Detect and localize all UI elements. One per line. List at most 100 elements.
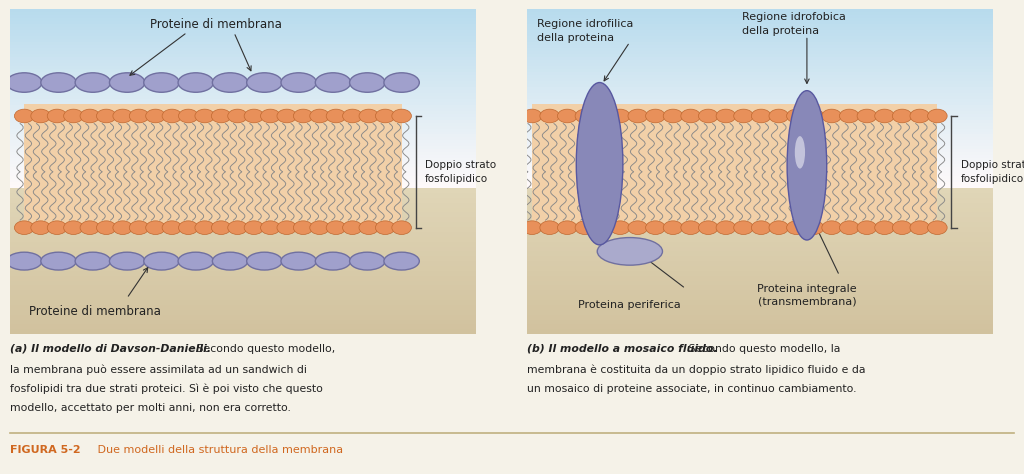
Circle shape (628, 221, 647, 235)
Ellipse shape (247, 73, 282, 92)
Bar (10, 152, 476, 155)
Bar (527, 291, 993, 295)
Bar (10, 261, 476, 266)
Circle shape (244, 221, 264, 235)
Ellipse shape (281, 252, 316, 270)
Bar (527, 126, 993, 128)
Circle shape (910, 221, 930, 235)
Circle shape (734, 109, 754, 123)
Bar (10, 149, 476, 152)
Text: fosfolipidi tra due strati proteici. Sì è poi visto che questo: fosfolipidi tra due strati proteici. Sì … (10, 384, 324, 394)
Bar (527, 99, 993, 102)
Bar (10, 276, 476, 281)
Circle shape (874, 109, 894, 123)
Circle shape (260, 109, 281, 123)
Bar (10, 291, 476, 295)
Bar (10, 295, 476, 300)
Bar (10, 81, 476, 84)
Bar (527, 108, 993, 110)
Circle shape (557, 221, 578, 235)
Circle shape (63, 221, 83, 235)
Bar (527, 149, 993, 152)
Bar (10, 21, 476, 24)
Text: membrana è costituita da un doppio strato lipidico fluido e da: membrana è costituita da un doppio strat… (527, 365, 866, 375)
Bar (527, 54, 993, 57)
Ellipse shape (281, 73, 316, 92)
Circle shape (145, 221, 165, 235)
Bar (10, 329, 476, 334)
Circle shape (664, 109, 683, 123)
Circle shape (822, 109, 842, 123)
Bar (10, 319, 476, 324)
Bar (527, 110, 993, 114)
Circle shape (593, 221, 612, 235)
Circle shape (698, 109, 718, 123)
Bar (10, 105, 476, 108)
Ellipse shape (212, 73, 248, 92)
Bar (10, 96, 476, 99)
Circle shape (327, 221, 346, 235)
Bar (527, 131, 993, 135)
Bar (527, 276, 993, 281)
Circle shape (716, 109, 735, 123)
Ellipse shape (384, 73, 419, 92)
Text: Doppio strato
fosfolipidico: Doppio strato fosfolipidico (961, 160, 1024, 184)
Bar (10, 108, 476, 110)
Ellipse shape (577, 82, 623, 245)
Circle shape (227, 221, 248, 235)
Bar (527, 261, 993, 266)
Circle shape (80, 109, 99, 123)
Circle shape (822, 221, 842, 235)
Ellipse shape (384, 252, 419, 270)
Bar (10, 227, 476, 232)
Circle shape (540, 221, 559, 235)
Bar (10, 300, 476, 305)
Bar (10, 198, 476, 203)
Circle shape (575, 221, 595, 235)
Bar (527, 30, 993, 33)
Bar (10, 51, 476, 54)
Text: la membrana può essere assimilata ad un sandwich di: la membrana può essere assimilata ad un … (10, 365, 307, 375)
Text: Doppio strato
fosfolipidico: Doppio strato fosfolipidico (425, 160, 496, 184)
Bar (10, 208, 476, 212)
Ellipse shape (247, 252, 282, 270)
Circle shape (769, 221, 788, 235)
Bar (527, 117, 993, 119)
Circle shape (874, 221, 894, 235)
Bar (10, 256, 476, 261)
Circle shape (928, 109, 947, 123)
Bar (527, 24, 993, 27)
Bar (10, 251, 476, 256)
Text: Due modelli della struttura della membrana: Due modelli della struttura della membra… (94, 445, 343, 455)
Bar (10, 39, 476, 42)
Circle shape (786, 109, 806, 123)
Bar (527, 96, 993, 99)
Bar (10, 36, 476, 39)
Bar (10, 193, 476, 198)
Bar (10, 84, 476, 87)
Bar (10, 203, 476, 208)
Ellipse shape (212, 252, 248, 270)
Bar (10, 144, 476, 146)
Circle shape (376, 221, 395, 235)
Bar (10, 75, 476, 78)
Bar (527, 78, 993, 81)
Circle shape (716, 221, 735, 235)
Circle shape (310, 109, 330, 123)
Circle shape (63, 109, 83, 123)
Bar (527, 72, 993, 75)
Circle shape (840, 109, 859, 123)
Bar (10, 57, 476, 60)
Bar (527, 66, 993, 69)
Circle shape (645, 221, 666, 235)
Bar (10, 117, 476, 119)
Bar (25, 104, 401, 230)
Circle shape (575, 109, 595, 123)
Ellipse shape (143, 73, 179, 92)
Bar (527, 246, 993, 251)
Bar (10, 128, 476, 131)
Bar (527, 182, 993, 185)
Bar (532, 104, 937, 230)
Bar (10, 18, 476, 21)
Bar (527, 84, 993, 87)
